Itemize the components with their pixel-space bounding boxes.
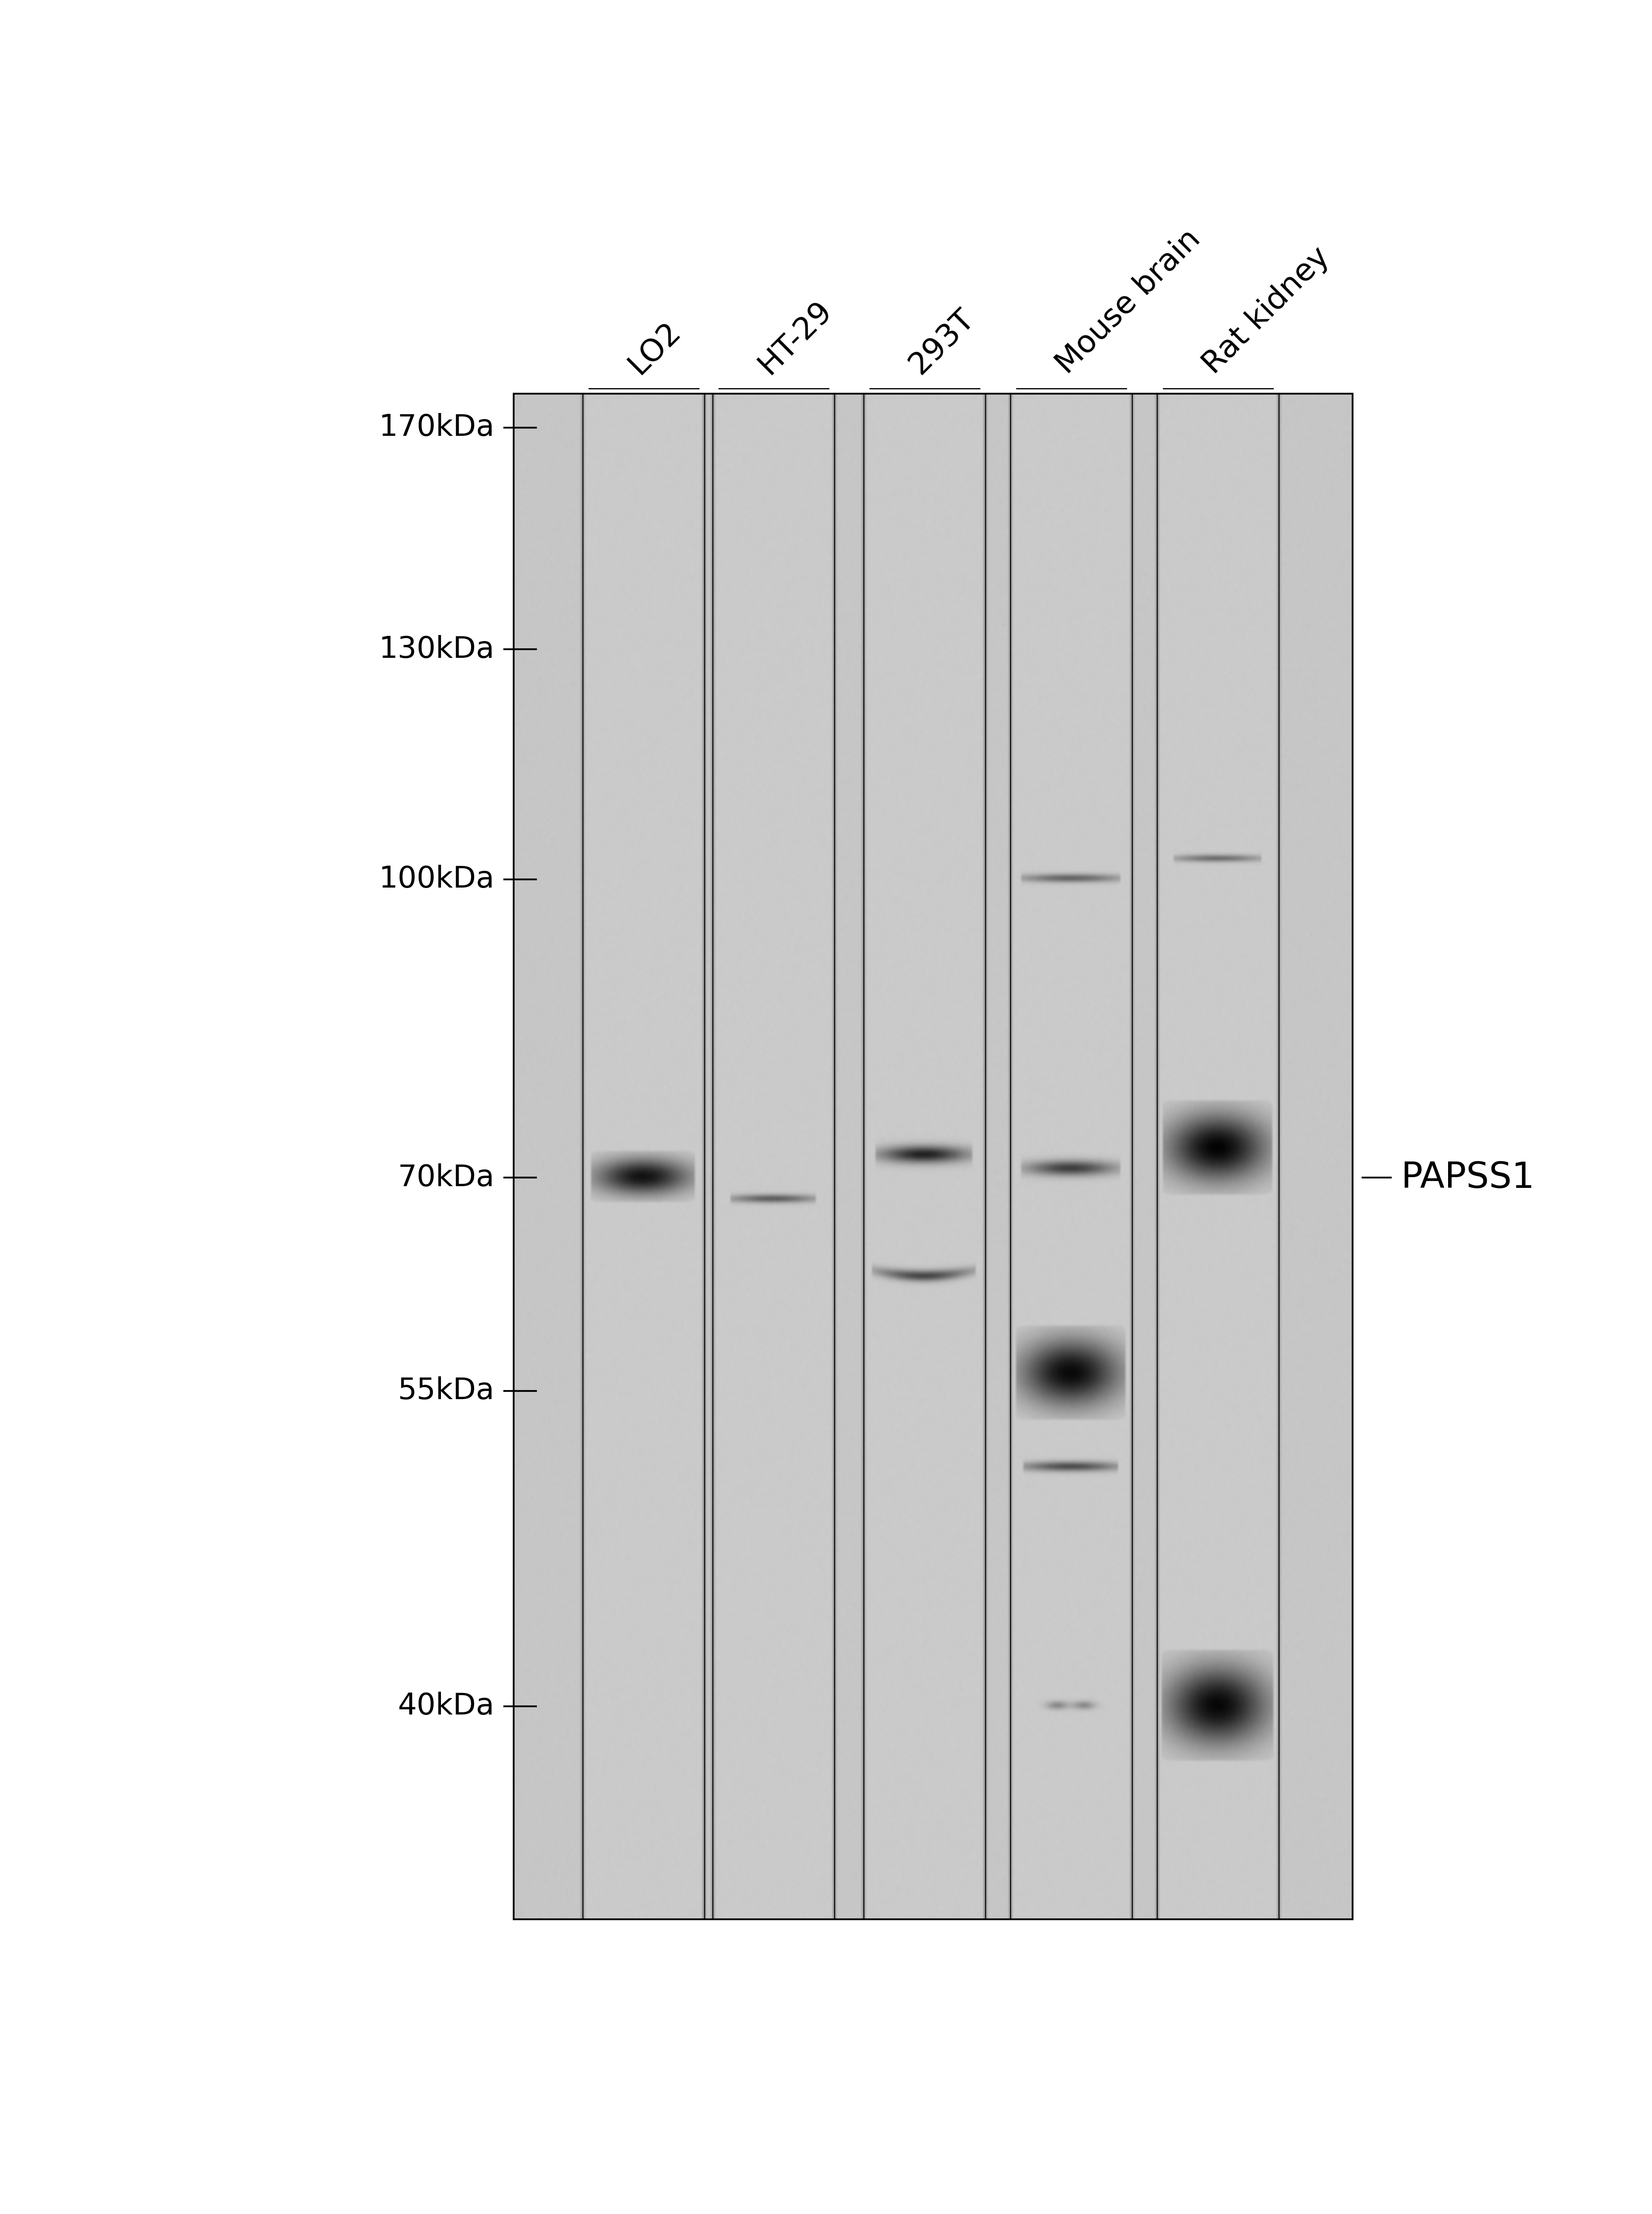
Text: LO2: LO2 [623, 317, 687, 381]
Text: 130kDa: 130kDa [378, 635, 494, 664]
Text: Rat kidney: Rat kidney [1198, 241, 1335, 381]
Text: 55kDa: 55kDa [398, 1377, 494, 1406]
Text: 293T: 293T [904, 303, 980, 381]
Text: Mouse brain: Mouse brain [1051, 224, 1206, 381]
Text: 170kDa: 170kDa [378, 414, 494, 443]
Text: PAPSS1: PAPSS1 [1401, 1160, 1535, 1196]
Bar [514, 394, 1353, 1920]
Text: 100kDa: 100kDa [378, 866, 494, 894]
Text: HT-29: HT-29 [753, 294, 838, 381]
Text: 70kDa: 70kDa [398, 1162, 494, 1191]
Text: 40kDa: 40kDa [398, 1691, 494, 1720]
